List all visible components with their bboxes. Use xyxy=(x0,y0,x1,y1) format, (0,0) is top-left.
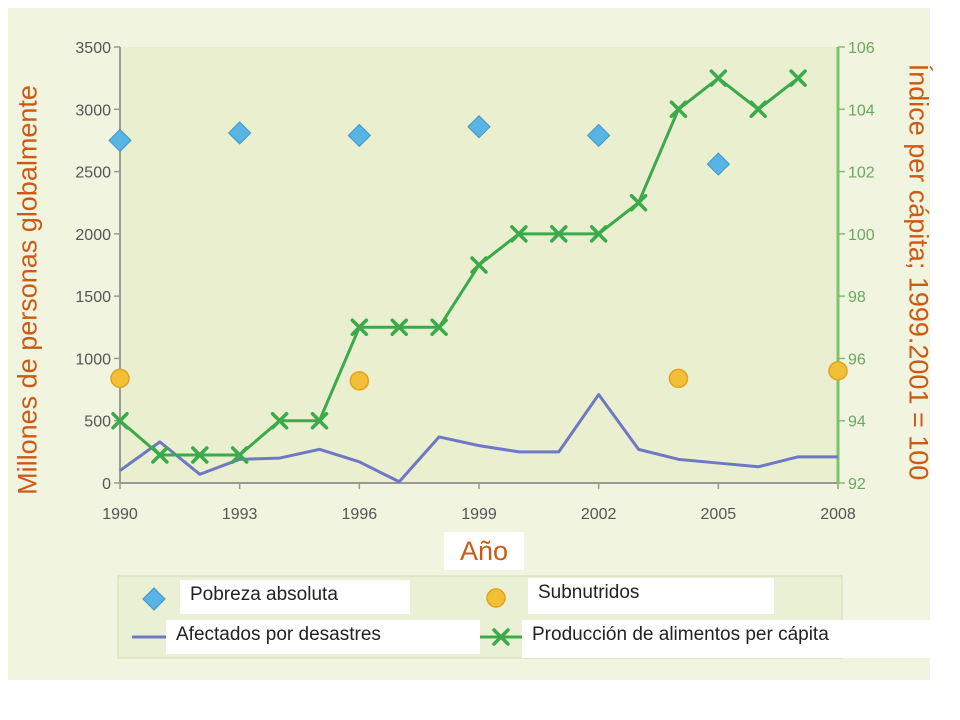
data-point-produccion-de-alimentos xyxy=(789,69,807,87)
y-right-tick-label: 104 xyxy=(848,102,875,119)
y-right-tick-label: 102 xyxy=(848,165,875,182)
x-tick-label: 1990 xyxy=(102,506,138,523)
data-point-produccion-de-alimentos xyxy=(749,100,767,119)
series-line-afectados-por-desastres xyxy=(119,393,838,484)
x-axis-title: Año xyxy=(444,532,524,570)
data-point-pobreza-absoluta xyxy=(467,115,491,139)
data-point-produccion-de-alimentos xyxy=(151,446,169,464)
legend-label-subnutridos: Subnutridos xyxy=(528,578,774,614)
data-point-produccion-de-alimentos xyxy=(589,225,608,243)
x-tick-label: 1993 xyxy=(222,506,258,523)
legend-symbol-subnutridos xyxy=(486,588,506,608)
data-point-produccion-de-alimentos xyxy=(550,225,568,243)
y-axis-left-title: Millones de personas globalmente xyxy=(12,85,43,495)
data-point-pobreza-absoluta xyxy=(586,123,611,148)
y-right-tick-label: 96 xyxy=(848,351,866,368)
data-point-subnutridos xyxy=(110,368,130,389)
x-tick-label: 1999 xyxy=(461,506,497,523)
y-left-tick-label: 1000 xyxy=(75,351,111,368)
data-point-produccion-de-alimentos xyxy=(510,225,528,243)
data-point-pobreza-absoluta xyxy=(108,128,132,153)
y-left-tick-label: 0 xyxy=(102,476,111,493)
data-point-produccion-de-alimentos xyxy=(270,411,289,430)
legend-symbol-pobreza-absoluta xyxy=(142,587,166,611)
y-axis-right-title: Índice per cápita; 1999.2001 = 100 xyxy=(903,63,934,481)
y-left-tick-label: 3500 xyxy=(75,40,111,57)
x-tick-label: 2002 xyxy=(581,506,617,523)
data-point-produccion-de-alimentos xyxy=(350,318,369,337)
y-right-tick-label: 100 xyxy=(848,227,875,244)
legend-label-afectados-por-desastres: Afectados por desastres xyxy=(166,620,480,654)
data-point-produccion-de-alimentos xyxy=(111,411,129,430)
data-point-produccion-de-alimentos xyxy=(310,411,329,430)
y-left-tick-label: 2500 xyxy=(75,165,111,182)
y-left-tick-label: 1500 xyxy=(75,289,111,306)
data-point-produccion-de-alimentos xyxy=(191,446,209,464)
x-tick-label: 1996 xyxy=(342,506,378,523)
data-point-produccion-de-alimentos xyxy=(230,446,249,464)
data-point-pobreza-absoluta xyxy=(227,121,252,145)
data-point-subnutridos xyxy=(828,361,848,381)
data-point-subnutridos xyxy=(349,371,370,391)
x-tick-label: 2008 xyxy=(820,506,856,523)
y-right-tick-label: 106 xyxy=(848,40,875,57)
y-left-tick-label: 2000 xyxy=(75,227,111,244)
y-right-tick-label: 94 xyxy=(848,414,866,431)
x-tick-label: 2005 xyxy=(701,506,737,523)
data-point-produccion-de-alimentos xyxy=(470,256,488,274)
y-left-tick-label: 500 xyxy=(84,414,111,431)
data-point-produccion-de-alimentos xyxy=(709,69,728,87)
data-point-produccion-de-alimentos xyxy=(629,193,648,212)
y-right-tick-label: 92 xyxy=(848,476,866,493)
y-right-tick-label: 98 xyxy=(848,289,866,306)
data-point-produccion-de-alimentos xyxy=(390,318,408,337)
legend-label-pobreza-absoluta: Pobreza absoluta xyxy=(180,580,410,614)
legend-symbol-produccion-de-alimentos xyxy=(492,628,510,646)
data-point-pobreza-absoluta xyxy=(347,123,372,148)
data-point-subnutridos xyxy=(668,368,689,389)
data-point-produccion-de-alimentos xyxy=(669,100,688,119)
legend-label-produccion-de-alimentos: Producción de alimentos per cápita xyxy=(522,620,958,658)
data-point-produccion-de-alimentos xyxy=(430,318,448,337)
data-point-pobreza-absoluta xyxy=(706,152,731,176)
y-left-tick-label: 3000 xyxy=(75,102,111,119)
